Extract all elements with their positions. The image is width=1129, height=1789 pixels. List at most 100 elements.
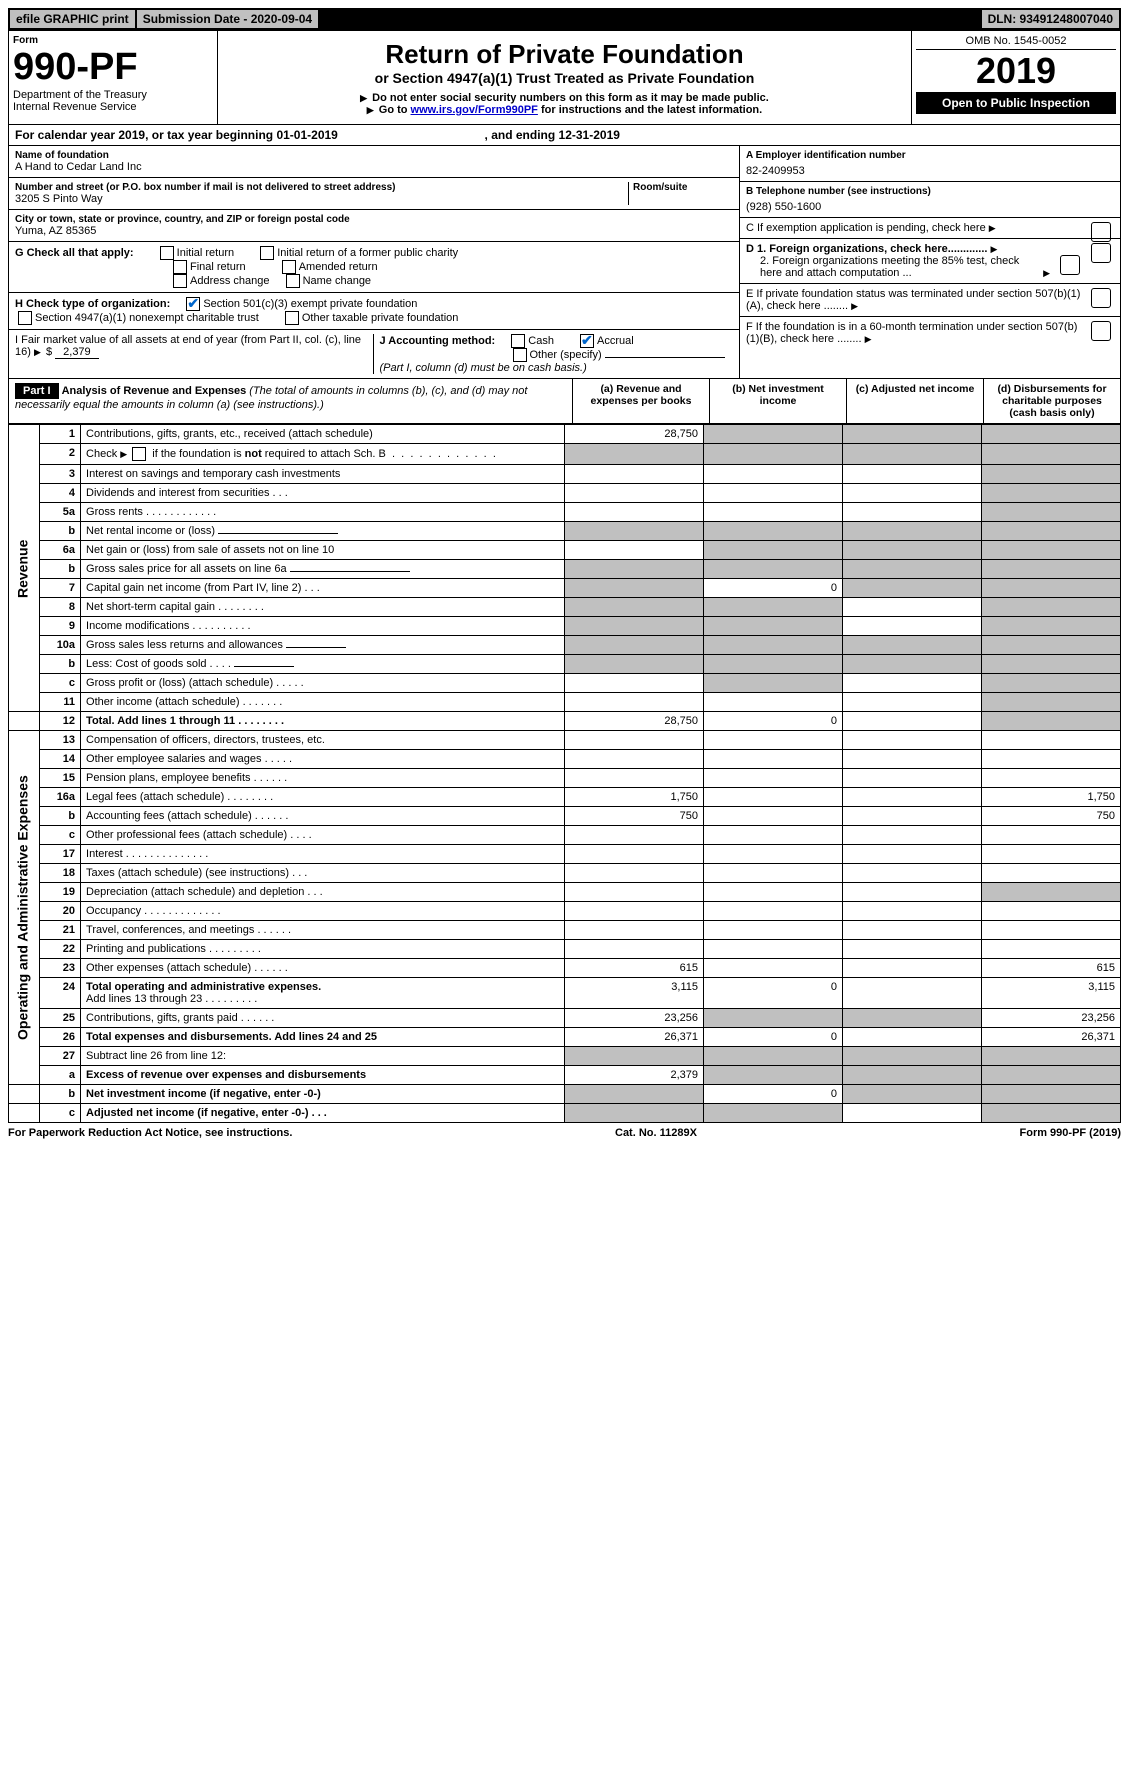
footer-mid: Cat. No. 11289X (615, 1127, 697, 1139)
phone-label: B Telephone number (see instructions) (746, 186, 1114, 197)
cal-end: 12-31-2019 (559, 128, 620, 142)
top-bar: efile GRAPHIC print Submission Date - 20… (8, 8, 1121, 30)
form-url-link[interactable]: www.irs.gov/Form990PF (411, 104, 538, 116)
arrow-icon (1043, 267, 1052, 279)
addr-label: Number and street (or P.O. box number if… (15, 182, 628, 193)
cal-begin: 01-01-2019 (276, 128, 337, 142)
section-g: G Check all that apply: Initial return I… (9, 242, 739, 293)
table-row: 19Depreciation (attach schedule) and dep… (9, 883, 1121, 902)
arrow-icon (851, 300, 860, 312)
check-c-pending[interactable] (1091, 222, 1111, 242)
ein-value: 82-2409953 (746, 161, 1114, 177)
j-note: (Part I, column (d) must be on cash basi… (380, 362, 587, 374)
table-row: 16aLegal fees (attach schedule) . . . . … (9, 788, 1121, 807)
opt-other-method: Other (specify) (530, 349, 602, 361)
open-public-badge: Open to Public Inspection (916, 92, 1116, 114)
table-row: 2 Check if the foundation is not require… (9, 444, 1121, 465)
arrow-icon (367, 104, 376, 116)
table-row: 15Pension plans, employee benefits . . .… (9, 769, 1121, 788)
check-initial-return[interactable] (160, 246, 174, 260)
submission-date: Submission Date - 2020-09-04 (137, 10, 320, 28)
opt-name: Name change (303, 275, 372, 287)
table-row: 24Total operating and administrative exp… (9, 978, 1121, 1009)
table-row: 22Printing and publications . . . . . . … (9, 940, 1121, 959)
j-label: J Accounting method: (380, 335, 496, 347)
table-row: bNet rental income or (loss) (9, 522, 1121, 541)
table-row: 25Contributions, gifts, grants paid . . … (9, 1009, 1121, 1028)
table-row: 4Dividends and interest from securities … (9, 484, 1121, 503)
room-label: Room/suite (633, 182, 733, 193)
phone-value: (928) 550-1600 (746, 197, 1114, 213)
e-label: E If private foundation status was termi… (746, 288, 1080, 312)
check-other-taxable[interactable] (285, 311, 299, 325)
val-c (843, 425, 982, 444)
dept-treasury: Department of the Treasury (13, 89, 213, 101)
part1-header-row: Part I Analysis of Revenue and Expenses … (8, 379, 1121, 424)
check-name-change[interactable] (286, 274, 300, 288)
dln: DLN: 93491248007040 (982, 10, 1119, 28)
table-row: 11Other income (attach schedule) . . . .… (9, 693, 1121, 712)
form-subtitle: or Section 4947(a)(1) Trust Treated as P… (226, 70, 903, 86)
line-label: Check if the foundation is not required … (81, 444, 565, 465)
arrow-icon (120, 448, 129, 460)
opt-other-tax: Other taxable private foundation (302, 312, 459, 324)
check-501c3[interactable] (186, 297, 200, 311)
check-address-change[interactable] (173, 274, 187, 288)
note-goto-a: Go to (379, 104, 411, 116)
col-c-header: (c) Adjusted net income (846, 379, 983, 423)
val-a: 28,750 (565, 425, 704, 444)
page-footer: For Paperwork Reduction Act Notice, see … (8, 1123, 1121, 1143)
i-value: 2,379 (55, 346, 99, 359)
form-title: Return of Private Foundation (226, 39, 903, 70)
c-label: C If exemption application is pending, c… (746, 222, 986, 234)
foundation-name: A Hand to Cedar Land Inc (15, 161, 733, 173)
arrow-icon (34, 346, 43, 358)
table-row: 10aGross sales less returns and allowanc… (9, 636, 1121, 655)
table-row: bNet investment income (if negative, ent… (9, 1085, 1121, 1104)
col-b-header: (b) Net investment income (709, 379, 846, 423)
form-header: Form 990-PF Department of the Treasury I… (8, 30, 1121, 125)
tax-year: 2019 (916, 50, 1116, 92)
check-4947[interactable] (18, 311, 32, 325)
val-b (704, 425, 843, 444)
note-goto-b: for instructions and the latest informat… (541, 104, 762, 116)
val-d (982, 425, 1121, 444)
check-f[interactable] (1091, 321, 1111, 341)
arrow-icon (360, 92, 369, 104)
opt-amended: Amended return (299, 261, 378, 273)
i-prefix: $ (46, 346, 52, 358)
check-final[interactable] (173, 260, 187, 274)
opt-final: Final return (190, 261, 246, 273)
table-row: aExcess of revenue over expenses and dis… (9, 1066, 1121, 1085)
check-initial-former[interactable] (260, 246, 274, 260)
check-cash[interactable] (511, 334, 525, 348)
table-row: 8Net short-term capital gain . . . . . .… (9, 598, 1121, 617)
arrow-icon (989, 222, 998, 234)
cal-text-b: , and ending (485, 128, 559, 142)
f-label: F If the foundation is in a 60-month ter… (746, 321, 1077, 345)
check-sch-b[interactable] (132, 447, 146, 461)
line-label: Contributions, gifts, grants, etc., rece… (81, 425, 565, 444)
check-e[interactable] (1091, 288, 1111, 308)
line-num: 2 (40, 444, 81, 465)
cal-text-a: For calendar year 2019, or tax year begi… (15, 128, 276, 142)
table-row: 23Other expenses (attach schedule) . . .… (9, 959, 1121, 978)
table-row: 7Capital gain net income (from Part IV, … (9, 579, 1121, 598)
part1-table: Revenue 1 Contributions, gifts, grants, … (8, 424, 1121, 1123)
footer-right: Form 990-PF (2019) (1020, 1127, 1121, 1139)
check-d1[interactable] (1091, 243, 1111, 263)
table-row: cAdjusted net income (if negative, enter… (9, 1104, 1121, 1123)
check-amended[interactable] (282, 260, 296, 274)
part1-tag: Part I (15, 383, 59, 399)
check-d2[interactable] (1060, 255, 1080, 275)
footer-left: For Paperwork Reduction Act Notice, see … (8, 1127, 292, 1139)
opt-cash: Cash (528, 335, 554, 347)
table-row: 12Total. Add lines 1 through 11 . . . . … (9, 712, 1121, 731)
table-row: 26Total expenses and disbursements. Add … (9, 1028, 1121, 1047)
table-row: bGross sales price for all assets on lin… (9, 560, 1121, 579)
table-row: 6aNet gain or (loss) from sale of assets… (9, 541, 1121, 560)
opt-initial-former: Initial return of a former public charit… (277, 247, 458, 259)
check-accrual[interactable] (580, 334, 594, 348)
table-row: Operating and Administrative Expenses 13… (9, 731, 1121, 750)
check-other-method[interactable] (513, 348, 527, 362)
